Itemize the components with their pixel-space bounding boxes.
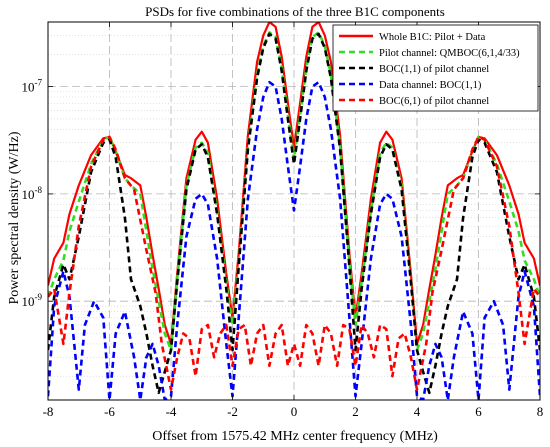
x-tick-label: 6 xyxy=(475,404,482,419)
legend: Whole B1C: Pilot + Data Pilot channel: QM… xyxy=(332,24,539,112)
series-line-3 xyxy=(48,32,540,395)
x-tick-label: 0 xyxy=(291,404,298,419)
x-tick-label: -4 xyxy=(166,404,177,419)
y-tick-label: 10-9 xyxy=(22,292,43,309)
axis-ticks: 10-9 10-8 10-7 -8 -6 -4 -2 0 2 4 6 8 xyxy=(22,22,544,419)
x-axis-label: Offset from 1575.42 MHz center frequency… xyxy=(152,429,438,444)
legend-label: BOC(6,1) of pilot channel xyxy=(379,96,489,107)
legend-box xyxy=(332,24,539,112)
legend-label: Whole B1C: Pilot + Data xyxy=(379,32,486,43)
series-layer xyxy=(48,22,540,400)
x-tick-label: 2 xyxy=(352,404,359,419)
legend-label: Data channel: BOC(1,1) xyxy=(379,80,482,91)
y-tick-label: 10-7 xyxy=(22,78,43,95)
series-line-5 xyxy=(48,135,540,391)
x-tick-label: -6 xyxy=(104,404,115,419)
x-tick-label: 8 xyxy=(537,404,544,419)
series-line-4 xyxy=(48,80,540,400)
legend-label: Pilot channel: QMBOC(6,1,4/33) xyxy=(379,48,520,59)
y-axis-label: Power spectral density (W/Hz) xyxy=(7,131,22,304)
chart-title: PSDs for five combinations of the three … xyxy=(145,4,445,19)
y-tick-label: 10-8 xyxy=(22,185,43,202)
series-group xyxy=(48,22,540,400)
x-tick-label: -8 xyxy=(43,404,54,419)
x-tick-label: -2 xyxy=(227,404,238,419)
legend-label: BOC(1,1) of pilot channel xyxy=(379,64,489,75)
series-line-1 xyxy=(48,22,540,345)
x-tick-label: 4 xyxy=(414,404,421,419)
